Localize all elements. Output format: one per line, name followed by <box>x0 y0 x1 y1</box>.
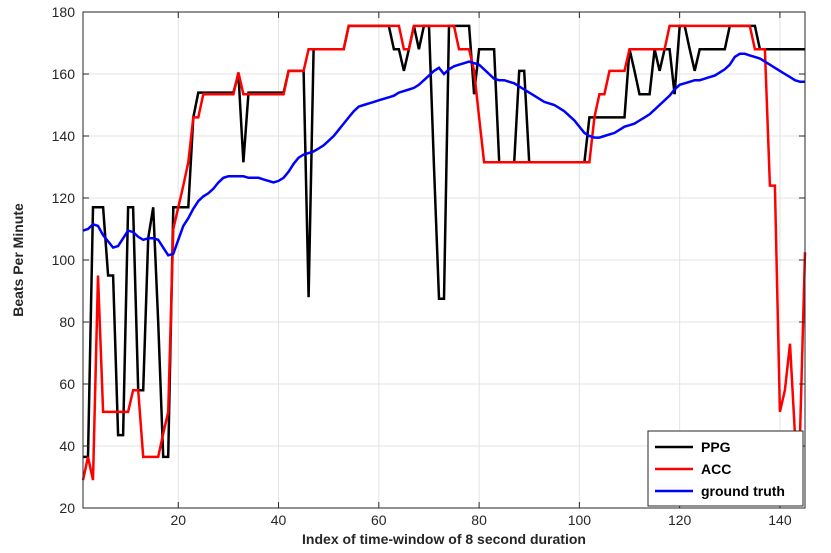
y-tick-label: 40 <box>59 438 75 454</box>
y-tick-label: 20 <box>59 500 75 516</box>
plot-series <box>81 24 807 481</box>
x-tick-label: 20 <box>170 512 186 528</box>
x-tick-label: 100 <box>568 512 592 528</box>
x-tick-label: 120 <box>668 512 692 528</box>
legend-entry-label: ACC <box>701 461 731 477</box>
series-line-acc <box>81 24 807 481</box>
series-line-ground-truth <box>82 52 805 257</box>
y-tick-label: 160 <box>52 66 76 82</box>
x-tick-label: 140 <box>768 512 792 528</box>
y-tick-label: 180 <box>52 4 76 20</box>
y-axis-label: Beats Per Minute <box>10 203 26 317</box>
y-tick-label: 80 <box>59 314 75 330</box>
y-tick-label: 120 <box>52 190 76 206</box>
y-tick-label: 60 <box>59 376 75 392</box>
x-axis-label: Index of time-window of 8 second duratio… <box>302 531 586 547</box>
legend: PPG ACC ground truth <box>647 430 804 507</box>
y-tick-label: 140 <box>52 128 76 144</box>
x-tick-label: 60 <box>371 512 387 528</box>
x-tick-label: 80 <box>471 512 487 528</box>
axis-ticks: 20 40 60 80 100 120 140 20 40 60 80 100 120 140 160 180 <box>52 4 805 528</box>
x-tick-label: 40 <box>271 512 287 528</box>
legend-entry-label: PPG <box>701 439 731 455</box>
y-tick-label: 100 <box>52 252 76 268</box>
legend-entry-label: ground truth <box>701 483 785 499</box>
